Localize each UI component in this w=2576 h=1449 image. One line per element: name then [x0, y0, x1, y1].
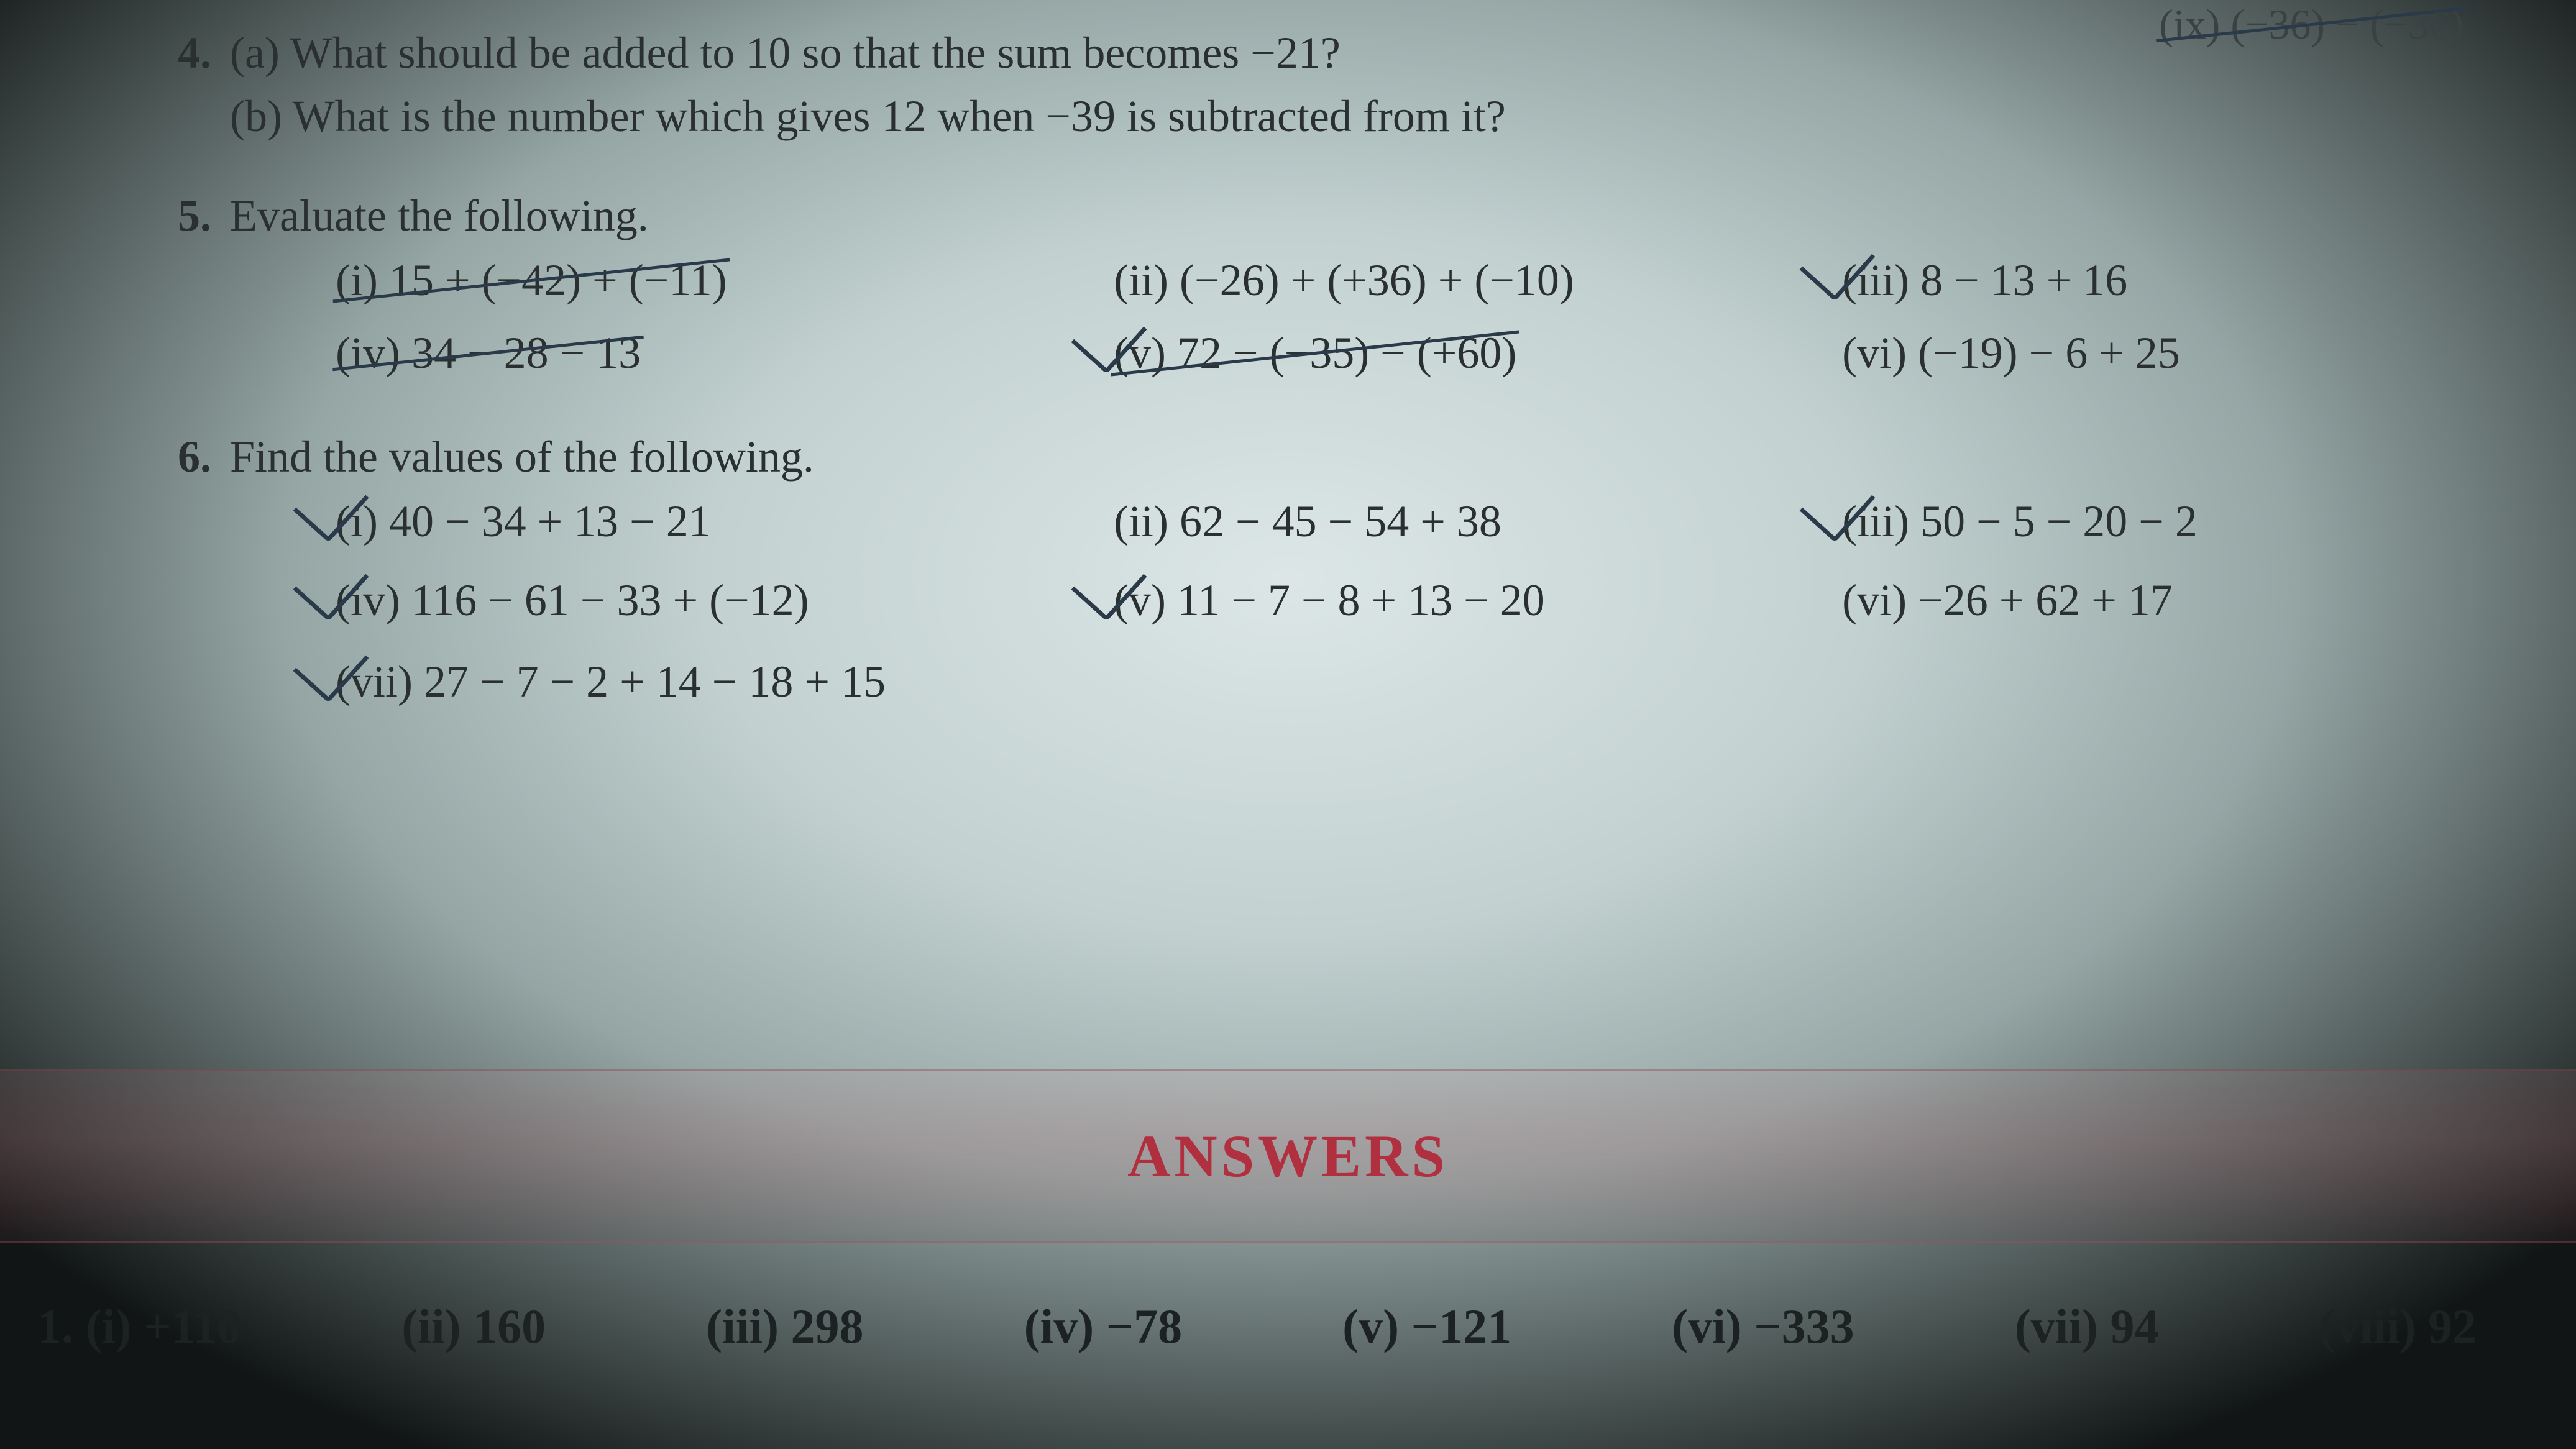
- q5-row-2: (iv) 34 − 28 − 13 (v) 72 − (−35) − (+60)…: [162, 327, 2501, 379]
- q5-vi: (vi) (−19) − 6 + 25: [1805, 327, 2464, 379]
- answers-1-vi: (vi) −333: [1672, 1299, 1854, 1355]
- q6-lead-text: Find the values of the following.: [230, 429, 814, 485]
- answers-1-vii: (vii) 94: [2015, 1299, 2159, 1355]
- answers-row-1: 1. (i) +110 (ii) 160 (iii) 298 (iv) −78 …: [0, 1299, 2576, 1355]
- q5-iii-ticked: (iii) 8 − 13 + 16: [1842, 255, 2127, 305]
- q6-vii-ticked: (vii) 27 − 7 − 2 + 14 − 18 + 15: [336, 657, 886, 706]
- q6-ii: (ii) 62 − 45 − 54 + 38: [1027, 496, 1805, 547]
- q4-number: 4.: [162, 25, 211, 81]
- content-area: 4. (a) What should be added to 10 so tha…: [0, 0, 2576, 708]
- q5-i: (i) 15 + (−42) + (−11): [336, 255, 1027, 306]
- q5-iv-struck: (iv) 34 − 28 − 13: [336, 328, 641, 378]
- q4-part-a: (a) What should be added to 10 so that t…: [230, 25, 1341, 81]
- q6-row-3: (vii) 27 − 7 − 2 + 14 − 18 + 15: [162, 656, 2501, 708]
- answers-1-iv: (iv) −78: [1024, 1299, 1183, 1355]
- q6-v-ticked: (v) 11 − 7 − 8 + 13 − 20: [1114, 575, 1545, 625]
- q4-part-b: (b) What is the number which gives 12 wh…: [230, 88, 1506, 144]
- answers-1-viii: (viii) 92: [2319, 1299, 2477, 1355]
- q5-v: (v) 72 − (−35) − (+60): [1027, 327, 1805, 379]
- answers-1-i: (i) +110: [86, 1299, 241, 1353]
- q5-iv: (iv) 34 − 28 − 13: [336, 327, 1027, 379]
- q6-i-ticked: (i) 40 − 34 + 13 − 21: [336, 496, 711, 546]
- answers-title: ANSWERS: [1127, 1122, 1449, 1191]
- q6-iii: (iii) 50 − 5 − 20 − 2: [1805, 496, 2464, 547]
- answers-1-ii: (ii) 160: [401, 1299, 546, 1355]
- q6-vii: (vii) 27 − 7 − 2 + 14 − 18 + 15: [336, 656, 1364, 708]
- q4-line-b: (b) What is the number which gives 12 wh…: [162, 88, 2501, 144]
- q4-line-a: 4. (a) What should be added to 10 so tha…: [162, 25, 2501, 81]
- q6-iii-ticked: (iii) 50 − 5 − 20 − 2: [1842, 496, 2198, 546]
- answers-1-num: 1.: [37, 1299, 74, 1353]
- answers-lead: 1. (i) +110: [37, 1299, 241, 1355]
- q5-row-1: (i) 15 + (−42) + (−11) (ii) (−26) + (+36…: [162, 255, 2501, 306]
- q6-number: 6.: [162, 429, 211, 485]
- answers-1-v: (v) −121: [1342, 1299, 1511, 1355]
- q6-vi: (vi) −26 + 62 + 17: [1805, 575, 2464, 626]
- worksheet-page: (ix) (−36) − (−36) 4. (a) What should be…: [0, 0, 2576, 1449]
- q5-i-struck: (i) 15 + (−42) + (−11): [336, 255, 727, 305]
- q6-i: (i) 40 − 34 + 13 − 21: [336, 496, 1027, 547]
- q6-row-1: (i) 40 − 34 + 13 − 21 (ii) 62 − 45 − 54 …: [162, 496, 2501, 547]
- q5-iii: (iii) 8 − 13 + 16: [1805, 255, 2464, 306]
- q5-lead-text: Evaluate the following.: [230, 188, 649, 244]
- q6-row-2: (iv) 116 − 61 − 33 + (−12) (v) 11 − 7 − …: [162, 575, 2501, 626]
- q5-number: 5.: [162, 188, 211, 244]
- q5-v-marked: (v) 72 − (−35) − (+60): [1114, 328, 1516, 378]
- q5-ii: (ii) (−26) + (+36) + (−10): [1027, 255, 1805, 306]
- q6-iv-ticked: (iv) 116 − 61 − 33 + (−12): [336, 575, 809, 625]
- q6-lead: 6. Find the values of the following.: [162, 429, 2501, 485]
- q5-lead: 5. Evaluate the following.: [162, 188, 2501, 244]
- answers-band: ANSWERS: [0, 1069, 2576, 1243]
- q6-v: (v) 11 − 7 − 8 + 13 − 20: [1027, 575, 1805, 626]
- answers-1-iii: (iii) 298: [706, 1299, 863, 1355]
- q6-iv: (iv) 116 − 61 − 33 + (−12): [336, 575, 1027, 626]
